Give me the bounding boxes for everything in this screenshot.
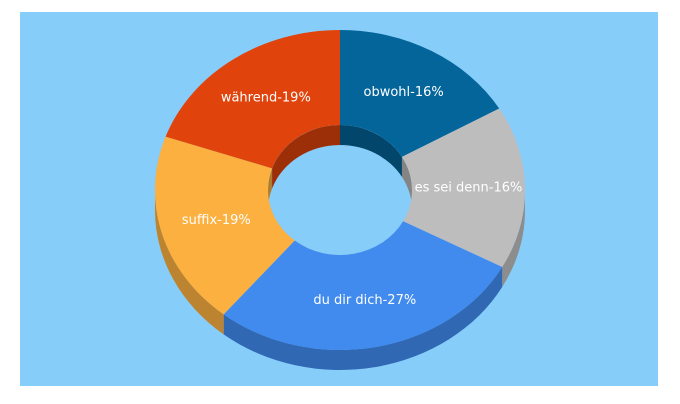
slice-label: es sei denn-16% <box>415 181 523 196</box>
inner-wall <box>401 156 412 210</box>
slice <box>223 221 503 351</box>
inner-wall <box>268 168 273 210</box>
inner-wall-shade <box>272 125 340 189</box>
slice-wall <box>502 190 525 287</box>
slices <box>154 30 525 351</box>
inner-wall <box>340 125 402 177</box>
slice-label: du dir dich-27% <box>313 293 416 308</box>
labels: obwohl-16% es sei denn-16% du dir dich-27%… <box>182 85 522 308</box>
slice-label: während-19% <box>221 91 311 106</box>
slice-wall-shade <box>154 190 224 335</box>
inner-wall-shade <box>340 125 402 177</box>
slice-label: suffix-19% <box>182 213 251 228</box>
slice-label: obwohl-16% <box>364 85 444 100</box>
slice <box>340 30 500 157</box>
inner-wall <box>272 125 340 189</box>
slice <box>165 30 340 169</box>
inner-walls <box>268 125 412 210</box>
slice-wall <box>223 266 503 371</box>
slice-wall-shade <box>223 266 503 371</box>
slice-wall <box>154 190 224 335</box>
inner-wall-shade <box>401 156 412 210</box>
slice <box>154 136 295 315</box>
slice <box>401 108 525 267</box>
slice-wall-shade <box>502 190 525 287</box>
walls <box>154 190 525 371</box>
inner-wall-shade <box>268 168 273 210</box>
